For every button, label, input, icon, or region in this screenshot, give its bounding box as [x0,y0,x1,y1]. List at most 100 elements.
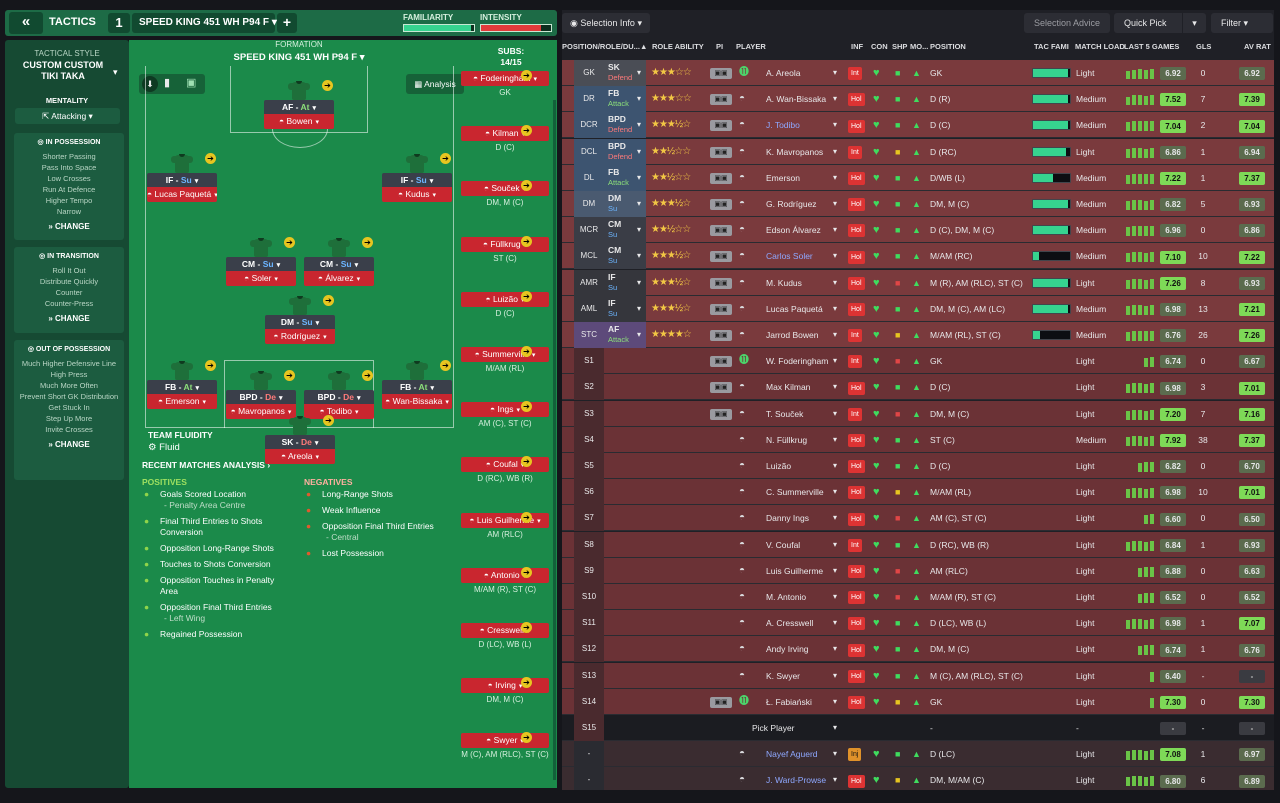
player-name[interactable]: ◓ Soler ▾ [226,271,296,286]
role-cell[interactable] [604,663,646,689]
position-slot[interactable]: MCL [574,243,604,270]
instruction-badge-icon[interactable]: ➔ [521,511,532,523]
player-name[interactable]: Luis Guilherme [766,565,824,576]
change-defence-button[interactable]: » CHANGE [48,440,90,449]
role-cell[interactable]: CM Su ▾ [604,217,646,244]
role-cell[interactable] [604,427,646,453]
chevron-down-icon[interactable]: ▾ [833,461,838,470]
sub-name[interactable]: ◓ Antonio▾ [461,567,549,583]
role-cell[interactable] [604,715,646,741]
player-name[interactable]: G. Rodríguez [766,199,817,209]
chevron-down-icon[interactable]: ▾ [1182,13,1206,33]
table-row[interactable]: MCL CM Su ▾ ★★★½☆ ▣▣ ◓ Carlos Soler ▾ Hol ♥ ■ ▲ M/AM … [562,243,1274,270]
table-row[interactable]: S2 ▣▣ ◓ Max Kilman ▾ Hol ♥ ■ ▲ D (C) Light 6.98 3 7.0… [562,374,1274,401]
player-card[interactable]: FB - At ▾ ◓ Wan-Bissaka ▾ ➔ [382,360,452,409]
quick-pick-button[interactable]: Quick Pick ▾ [1114,13,1206,33]
role-cell[interactable]: IF Su ▾ [604,269,646,296]
player-instructions-icon[interactable]: ▣▣ [710,330,732,341]
chevron-down-icon[interactable]: ▾ [833,382,838,392]
chevron-down-icon[interactable]: ▾ [637,120,642,130]
player-name[interactable]: Pick Player [752,723,795,733]
player-instructions-icon[interactable]: ▣▣ [710,120,732,132]
table-row[interactable]: DCR BPD Defend ▾ ★★★½☆ ▣▣ ◓ J. Todibo ▾ Hol ♥ ■ ▲ D (… [562,112,1274,139]
chevron-down-icon[interactable]: ▾ [833,592,838,601]
instruction-badge-icon[interactable]: ➔ [205,153,216,164]
position-slot[interactable]: S10 [574,584,604,610]
add-tactic-button[interactable]: + [277,13,297,33]
chevron-down-icon[interactable]: ▾ [833,513,838,523]
position-slot[interactable]: - [574,741,604,768]
chevron-down-icon[interactable]: ▾ [833,696,838,706]
subs-scrollbar[interactable] [553,100,556,780]
chevron-down-icon[interactable]: ▾ [833,434,838,444]
sub-name[interactable]: ◓ Kilman▾ [461,126,549,142]
col-player[interactable]: PLAYER [736,42,766,51]
role-cell[interactable] [604,348,646,374]
table-row[interactable]: DL FB Attack ▾ ★★½☆☆ ▣▣ ◓ Emerson ▾ Hol ♥ ■ ▲ D/WB (L… [562,164,1274,191]
chevron-down-icon[interactable]: ▾ [637,277,642,287]
player-role[interactable]: FB - At ▾ [382,380,452,394]
table-row[interactable]: S7 ◓ Danny Ings ▾ Hol ♥ ■ ▲ AM (C), ST (C) Light 6… [562,505,1274,532]
instruction-badge-icon[interactable]: ➔ [521,290,532,302]
chevron-down-icon[interactable]: ▾ [533,76,538,83]
col-shp[interactable]: SHP [892,42,908,51]
player-card[interactable]: IF - Su ▾ ◓ Kudus ▾ ➔ [382,153,452,202]
chevron-down-icon[interactable]: ▾ [833,146,838,156]
col-goals[interactable]: GLS [1196,42,1212,51]
chevron-down-icon[interactable]: ▾ [833,723,838,732]
player-name[interactable]: Edson Álvarez [766,225,821,236]
sort-icon[interactable]: ▲ [640,42,648,51]
sub-player[interactable]: ◓ Ings ▾ AM (C), ST (C) ➔ [461,401,549,428]
player-card[interactable]: AF - At ▾ ◓ Bowen ▾ ➔ [264,80,334,129]
chevron-down-icon[interactable]: ▾ [637,251,642,261]
sub-player[interactable]: ◓ Coufal▾D (RC), WB (R) ➔ [461,456,549,483]
chevron-down-icon[interactable]: ▾ [287,409,292,416]
player-name[interactable]: W. Foderingham [766,356,829,367]
sub-name[interactable]: ◓ Souček▾ [461,181,549,197]
instruction-badge-icon[interactable]: ➔ [284,370,295,381]
player-name[interactable]: Andy Irving [766,644,809,655]
role-cell[interactable] [604,374,646,400]
role-cell[interactable] [604,584,646,610]
position-slot[interactable]: S3 [574,400,604,427]
position-slot[interactable]: - [574,767,604,790]
player-name[interactable]: M. Antonio [766,592,807,602]
col-tac-fami[interactable]: TAC FAMI [1034,42,1069,51]
table-row[interactable]: AMR IF Su ▾ ★★★½☆ ▣▣ ◓ M. Kudus ▾ Hol ♥ ■ ▲ M (R), AM… [562,269,1274,296]
chevron-down-icon[interactable]: ▾ [833,251,838,261]
role-cell[interactable]: SK Defend ▾ [604,60,646,86]
chevron-down-icon[interactable]: ▾ [315,320,320,327]
chevron-down-icon[interactable]: ▾ [356,395,361,402]
player-role[interactable]: FB - At ▾ [147,380,217,394]
col-position-role[interactable]: POSITION/ROLE/DU... [562,42,640,51]
position-slot[interactable]: S5 [574,453,604,479]
sub-name[interactable]: ◓ Foderingham ▾ [461,71,549,86]
instruction-badge-icon[interactable]: ➔ [521,566,532,578]
player-role[interactable]: SK - De ▾ [265,435,335,449]
instruction-badge-icon[interactable]: ➔ [521,622,532,633]
sub-player[interactable]: ◓ Antonio▾M/AM (R), ST (C) ➔ [461,566,549,594]
chevron-down-icon[interactable]: ▾ [833,618,838,628]
chevron-down-icon[interactable]: ▾ [833,172,838,182]
col-inf[interactable]: INF [851,42,864,51]
position-slot[interactable]: S14 [574,688,604,715]
player-name[interactable]: A. Wan-Bissaka [766,94,827,105]
chevron-down-icon[interactable]: ▾ [194,178,199,185]
sub-name[interactable]: ◓ Irving ▾ [461,678,549,694]
player-instructions-icon[interactable]: ▣▣ [710,696,732,708]
role-cell[interactable] [604,741,646,767]
col-av-rating[interactable]: AV RAT [1244,42,1271,51]
chevron-down-icon[interactable]: ▾ [202,399,207,406]
player-card[interactable]: DM - Su ▾ ◓ Rodríguez ▾ ➔ [265,295,335,344]
role-cell[interactable] [604,479,646,505]
bar-chart-icon[interactable]: ▮ [164,77,171,89]
table-row[interactable]: S8 ◓ V. Coufal ▾ Int ♥ ■ ▲ D (RC), WB (R) Light 6.… [562,531,1274,558]
player-name[interactable]: M. Kudus [766,277,802,288]
position-slot[interactable]: S9 [574,557,604,584]
chevron-down-icon[interactable]: ▾ [278,395,283,402]
chevron-down-icon[interactable]: ▾ [314,440,319,447]
chevron-down-icon[interactable]: ▾ [833,199,838,208]
sub-player[interactable]: ◓ Summerville ▾ M/AM (RL) ➔ [461,346,549,373]
chevron-down-icon[interactable]: ▾ [518,683,523,691]
player-name[interactable]: ◓ Kudus ▾ [382,187,452,202]
